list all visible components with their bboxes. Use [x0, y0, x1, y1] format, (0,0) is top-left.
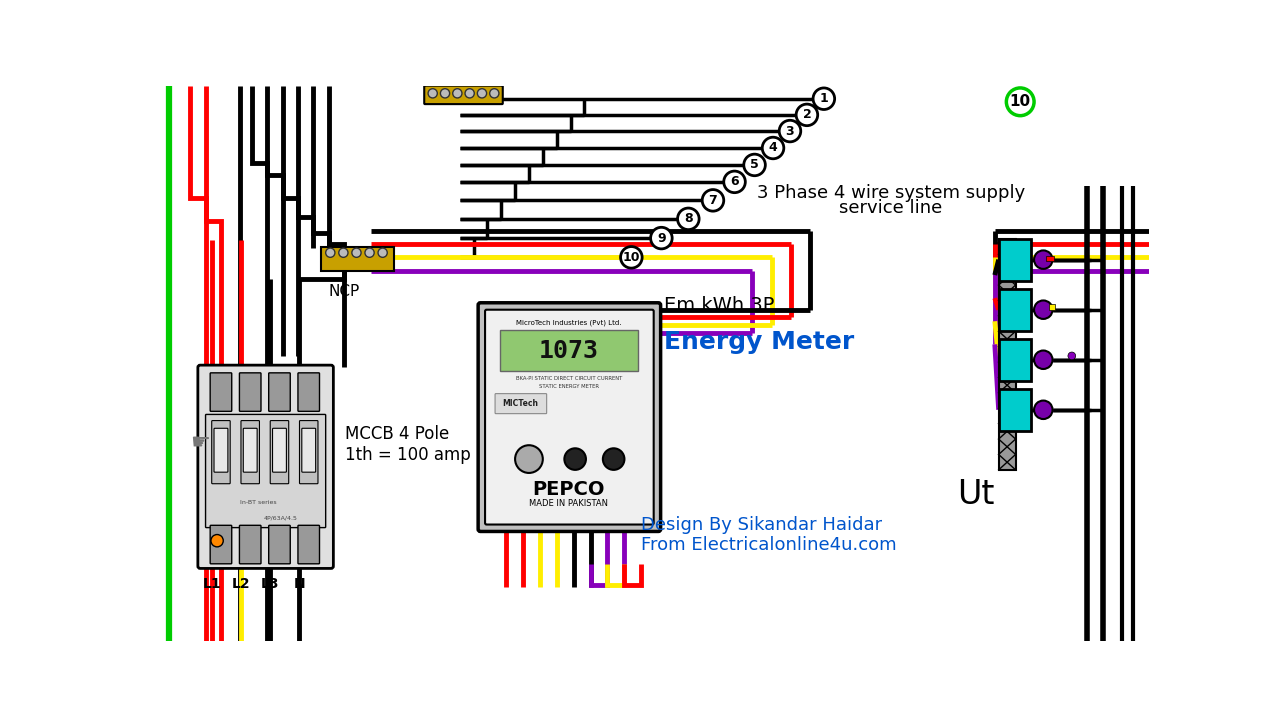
FancyBboxPatch shape	[269, 526, 291, 564]
Circle shape	[723, 171, 745, 193]
FancyBboxPatch shape	[998, 289, 1030, 331]
FancyBboxPatch shape	[211, 420, 230, 484]
Circle shape	[780, 120, 801, 142]
Text: MicroTech Industries (Pvt) Ltd.: MicroTech Industries (Pvt) Ltd.	[516, 320, 622, 326]
Text: L3: L3	[261, 577, 279, 591]
FancyBboxPatch shape	[198, 365, 333, 568]
Text: 7: 7	[709, 194, 717, 207]
Circle shape	[465, 89, 475, 98]
FancyBboxPatch shape	[273, 428, 287, 472]
FancyBboxPatch shape	[206, 415, 325, 528]
FancyBboxPatch shape	[424, 86, 503, 104]
Text: PEPCO: PEPCO	[532, 480, 605, 500]
Text: 3 Phase 4 wire system supply: 3 Phase 4 wire system supply	[756, 184, 1025, 202]
Text: Em kWh 3P: Em kWh 3P	[664, 296, 774, 315]
Text: MCCB 4 Pole
1th = 100 amp: MCCB 4 Pole 1th = 100 amp	[344, 426, 471, 464]
Text: In-BT series: In-BT series	[239, 500, 276, 505]
Text: 10: 10	[622, 251, 640, 264]
FancyBboxPatch shape	[1046, 256, 1055, 261]
Circle shape	[325, 248, 335, 257]
FancyBboxPatch shape	[998, 239, 1015, 470]
FancyBboxPatch shape	[269, 373, 291, 411]
FancyBboxPatch shape	[998, 389, 1030, 431]
Circle shape	[428, 89, 438, 98]
Text: From Electricalonline4u.com: From Electricalonline4u.com	[640, 536, 896, 554]
Text: 1: 1	[819, 92, 828, 105]
Text: 10: 10	[1010, 94, 1030, 109]
Circle shape	[490, 89, 499, 98]
FancyBboxPatch shape	[210, 373, 232, 411]
Circle shape	[1034, 251, 1052, 269]
Circle shape	[1034, 400, 1052, 419]
FancyBboxPatch shape	[500, 330, 639, 371]
FancyBboxPatch shape	[302, 428, 316, 472]
Text: 6: 6	[730, 176, 739, 189]
Circle shape	[564, 449, 586, 470]
FancyBboxPatch shape	[300, 420, 317, 484]
Text: Energy Meter: Energy Meter	[664, 330, 854, 354]
FancyBboxPatch shape	[998, 339, 1030, 382]
Text: 8: 8	[684, 212, 692, 225]
Text: Design By Sikandar Haidar: Design By Sikandar Haidar	[640, 516, 882, 534]
Circle shape	[1006, 88, 1034, 116]
FancyBboxPatch shape	[485, 310, 654, 525]
Text: 4: 4	[769, 142, 777, 155]
Circle shape	[339, 248, 348, 257]
Text: 1073: 1073	[539, 339, 599, 364]
Circle shape	[352, 248, 361, 257]
Circle shape	[650, 228, 672, 249]
Text: STATIC ENERGY METER: STATIC ENERGY METER	[539, 384, 599, 390]
Circle shape	[796, 104, 818, 126]
Text: L1: L1	[202, 577, 221, 591]
Circle shape	[1034, 351, 1052, 369]
Text: 2: 2	[803, 109, 812, 122]
Circle shape	[440, 89, 449, 98]
FancyBboxPatch shape	[298, 526, 320, 564]
Circle shape	[365, 248, 374, 257]
Circle shape	[453, 89, 462, 98]
FancyBboxPatch shape	[210, 526, 232, 564]
Circle shape	[515, 445, 543, 473]
FancyBboxPatch shape	[298, 373, 320, 411]
Circle shape	[744, 154, 765, 176]
Circle shape	[1068, 352, 1075, 360]
FancyBboxPatch shape	[214, 428, 228, 472]
Text: MICTech: MICTech	[503, 399, 539, 408]
FancyBboxPatch shape	[239, 373, 261, 411]
Text: BKA-PI STATIC DIRECT CIRCUIT CURRENT: BKA-PI STATIC DIRECT CIRCUIT CURRENT	[516, 377, 622, 382]
Circle shape	[621, 246, 643, 268]
Circle shape	[763, 138, 783, 159]
Text: L2: L2	[232, 577, 251, 591]
FancyBboxPatch shape	[270, 420, 289, 484]
FancyBboxPatch shape	[243, 428, 257, 472]
Circle shape	[703, 189, 723, 211]
FancyBboxPatch shape	[998, 239, 1030, 282]
FancyBboxPatch shape	[241, 420, 260, 484]
FancyBboxPatch shape	[495, 394, 547, 414]
Text: ☛: ☛	[191, 432, 210, 452]
FancyBboxPatch shape	[1048, 305, 1055, 310]
FancyBboxPatch shape	[321, 246, 394, 271]
Circle shape	[677, 208, 699, 230]
Text: 3: 3	[786, 125, 795, 138]
FancyBboxPatch shape	[239, 526, 261, 564]
Text: 5: 5	[750, 158, 759, 171]
Text: service line: service line	[840, 199, 942, 217]
Circle shape	[603, 449, 625, 470]
Circle shape	[813, 88, 835, 109]
Text: 9: 9	[657, 232, 666, 245]
Text: MADE IN PAKISTAN: MADE IN PAKISTAN	[530, 499, 608, 508]
Text: N: N	[293, 577, 306, 591]
Text: NCP: NCP	[329, 284, 360, 299]
Circle shape	[1034, 300, 1052, 319]
FancyBboxPatch shape	[479, 303, 660, 531]
Circle shape	[477, 89, 486, 98]
Circle shape	[211, 534, 223, 547]
Circle shape	[378, 248, 388, 257]
Text: 4P/63A/4.5: 4P/63A/4.5	[264, 515, 298, 520]
Text: Ut: Ut	[957, 478, 995, 511]
